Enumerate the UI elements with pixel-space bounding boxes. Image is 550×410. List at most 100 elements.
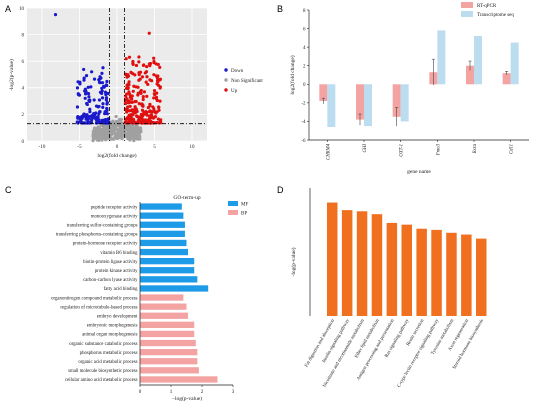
- volcano-point-down: [86, 85, 90, 89]
- go-bar-mf: [140, 267, 195, 274]
- qpcr-x-tick: Rxra: [473, 143, 478, 154]
- volcano-point-down: [88, 107, 92, 111]
- volcano-point-up: [127, 118, 132, 122]
- go-category-label: embryonic morphogenesis: [87, 324, 138, 329]
- volcano-point-up: [157, 105, 161, 109]
- go-bar-mf: [140, 276, 198, 283]
- volcano-x-tick: 0: [116, 145, 119, 150]
- volcano-point-up: [139, 88, 143, 93]
- kegg-bar: [446, 232, 457, 316]
- volcano-point-up: [124, 57, 128, 61]
- go-bar-bp: [140, 358, 198, 365]
- volcano-point-down: [82, 67, 86, 72]
- volcano-point-up: [130, 121, 135, 125]
- volcano-point-up: [138, 115, 142, 119]
- volcano-legend-marker: [224, 68, 228, 72]
- volcano-point-up: [137, 55, 141, 59]
- kegg-y-axis-label: -log(p-value): [290, 247, 297, 276]
- qpcr-x-axis-label: gene name: [407, 169, 431, 175]
- go-category-label: fatty acid binding: [104, 287, 138, 292]
- volcano-point-up: [131, 112, 135, 117]
- go-bar-mf: [140, 248, 189, 256]
- volcano-point-down: [78, 117, 83, 121]
- volcano-point-down: [77, 93, 82, 97]
- volcano-point-ns: [104, 138, 108, 142]
- qpcr-bar-rt: [466, 65, 474, 85]
- qpcr-bar-rt: [356, 84, 364, 120]
- volcano-point-ns: [120, 137, 124, 141]
- panel-d-letter: D: [277, 185, 284, 195]
- volcano-point-down: [90, 70, 94, 74]
- go-term-bar-chart: GO-term-up peptide receptor activity mono…: [51, 195, 248, 402]
- volcano-x-tick: -10: [39, 145, 46, 150]
- volcano-point-down: [100, 71, 104, 75]
- volcano-x-tick: -5: [77, 145, 82, 150]
- volcano-point-up: [150, 110, 154, 114]
- qpcr-bar-rt: [392, 84, 401, 117]
- volcano-point-down: [87, 99, 92, 104]
- volcano-point-down: [103, 112, 107, 116]
- volcano-point-ns: [114, 114, 118, 119]
- volcano-point-outlier: [154, 62, 158, 66]
- volcano-point-ns: [131, 136, 135, 140]
- volcano-point-down: [100, 86, 104, 90]
- qpcr-bar-rt: [502, 73, 511, 85]
- volcano-point-up: [131, 62, 135, 67]
- qpcr-legend: RT-qPCR Transcriptome seq: [461, 2, 514, 18]
- volcano-point-up: [127, 80, 131, 84]
- volcano-point-ns: [111, 126, 115, 130]
- go-x-tick: 2: [201, 390, 204, 395]
- volcano-point-up: [157, 108, 161, 112]
- volcano-point-up: [140, 103, 144, 107]
- volcano-point-down: [84, 74, 89, 78]
- volcano-point-up: [126, 82, 130, 86]
- go-bar-bp: [140, 367, 199, 374]
- kegg-category-label: Insulin signaling pathway: [322, 318, 351, 364]
- qpcr-x-tick: Fmo3: [436, 143, 441, 156]
- volcano-point-ns: [103, 125, 107, 129]
- volcano-point-up: [136, 93, 140, 97]
- volcano-point-down: [102, 85, 106, 89]
- volcano-point-ns: [127, 130, 131, 134]
- qpcr-x-tick: OXT-1: [400, 144, 405, 157]
- volcano-point-up: [138, 70, 143, 74]
- volcano-point-ns: [93, 129, 97, 133]
- go-category-label: transferring phosphorus-containing group…: [56, 233, 138, 238]
- volcano-point-down: [101, 66, 105, 70]
- go-bar-bp: [140, 321, 195, 328]
- volcano-point-ns: [120, 130, 124, 134]
- qpcr-bar-seq: [364, 84, 372, 127]
- volcano-point-ns: [91, 139, 95, 143]
- volcano-point-up: [152, 96, 156, 100]
- volcano-point-ns: [100, 138, 104, 142]
- kegg-category-label: Steroid hormone biosynthesis: [452, 318, 485, 370]
- qpcr-y-tick: 2: [303, 65, 306, 70]
- volcano-point-up: [142, 63, 146, 67]
- qpcr-y-tick: -4: [301, 120, 306, 125]
- qpcr-legend-swatch: [461, 11, 473, 17]
- volcano-point-up: [152, 107, 156, 111]
- volcano-point-down: [85, 115, 89, 119]
- volcano-point-up: [127, 90, 131, 94]
- volcano-y-tick: 4: [22, 87, 25, 92]
- kegg-bar: [476, 238, 487, 316]
- volcano-point-up: [126, 86, 130, 90]
- volcano-point-down: [89, 85, 93, 89]
- volcano-point-down: [83, 87, 87, 91]
- volcano-point-ns: [116, 130, 120, 134]
- volcano-point-outlier: [147, 31, 151, 35]
- volcano-point-outlier: [53, 13, 58, 17]
- panel-c-letter: C: [5, 185, 12, 195]
- volcano-point-up: [126, 73, 130, 77]
- volcano-point-down: [98, 110, 102, 114]
- volcano-point-up: [155, 91, 159, 95]
- go-category-label: small molecule biosynthetic process: [68, 369, 138, 374]
- qpcr-bar-chart: -6 -4 -2 0 2 4 6 8 CHRM4 GHI OXT-1 Fmo3 Rxra Cd11 ge…: [289, 2, 529, 175]
- volcano-point-down: [88, 110, 92, 114]
- go-category-label: organic substance catabolic process: [69, 342, 137, 347]
- go-chart-title: GO-term-up: [173, 195, 200, 201]
- go-bar-mf: [140, 203, 182, 210]
- volcano-y-axis-label: -log2(p-value): [8, 59, 15, 91]
- go-bar-mf: [140, 285, 209, 292]
- qpcr-legend-label: RT-qPCR: [477, 4, 497, 9]
